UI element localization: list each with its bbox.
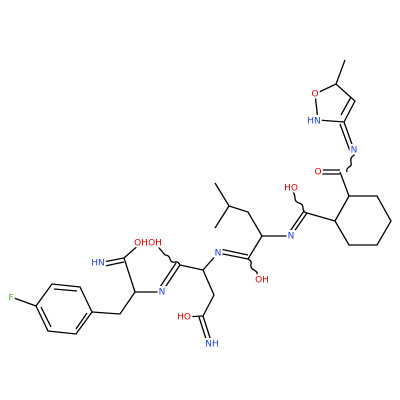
bond <box>290 187 308 214</box>
atom-label: OH <box>255 276 269 286</box>
bonds <box>13 59 392 346</box>
bond <box>123 242 142 259</box>
atom-label: N <box>215 249 222 259</box>
bond <box>214 182 263 237</box>
atom-label: N <box>288 232 295 242</box>
bond <box>13 297 37 307</box>
bond <box>97 257 125 264</box>
atom-label: F <box>8 294 13 304</box>
bond <box>183 315 204 318</box>
bond <box>335 59 346 85</box>
bond <box>91 291 136 315</box>
bond <box>334 195 392 246</box>
bond <box>53 288 78 292</box>
bond <box>219 248 249 256</box>
bond <box>202 315 213 345</box>
bond <box>217 252 249 260</box>
atom-label: N <box>351 146 358 156</box>
atom-label: NH <box>205 340 219 350</box>
bond <box>154 242 181 266</box>
bond <box>40 306 52 328</box>
atom-label: N <box>159 288 166 298</box>
bond <box>314 83 356 123</box>
bond <box>202 269 215 317</box>
bond <box>339 171 350 197</box>
bond <box>35 283 93 335</box>
bond <box>340 96 352 116</box>
bond <box>339 123 351 152</box>
bond <box>179 264 204 271</box>
bond <box>75 312 88 330</box>
atom-label: HN <box>307 117 321 127</box>
atom-label: O <box>314 168 321 178</box>
bond <box>202 252 219 271</box>
atom-label: HO <box>284 184 298 194</box>
bond <box>287 210 305 235</box>
bond <box>99 261 125 268</box>
bond <box>346 149 356 173</box>
atom-label: HN <box>91 259 105 269</box>
bond <box>214 205 230 229</box>
bond <box>306 212 336 222</box>
atom-label: HO <box>177 313 191 323</box>
bond <box>247 258 263 281</box>
bond <box>161 264 181 293</box>
bond <box>198 316 209 346</box>
bond <box>343 121 355 151</box>
atom-labels: O HN N O HO N OH N OH HO NH N OH HN F <box>6 88 359 352</box>
atom-label: OH <box>148 239 162 249</box>
bond <box>247 235 263 260</box>
bond <box>123 257 136 293</box>
atom-label: O <box>311 90 318 100</box>
bond <box>157 262 177 291</box>
bond <box>290 212 308 237</box>
atom-label: OH <box>134 239 148 249</box>
